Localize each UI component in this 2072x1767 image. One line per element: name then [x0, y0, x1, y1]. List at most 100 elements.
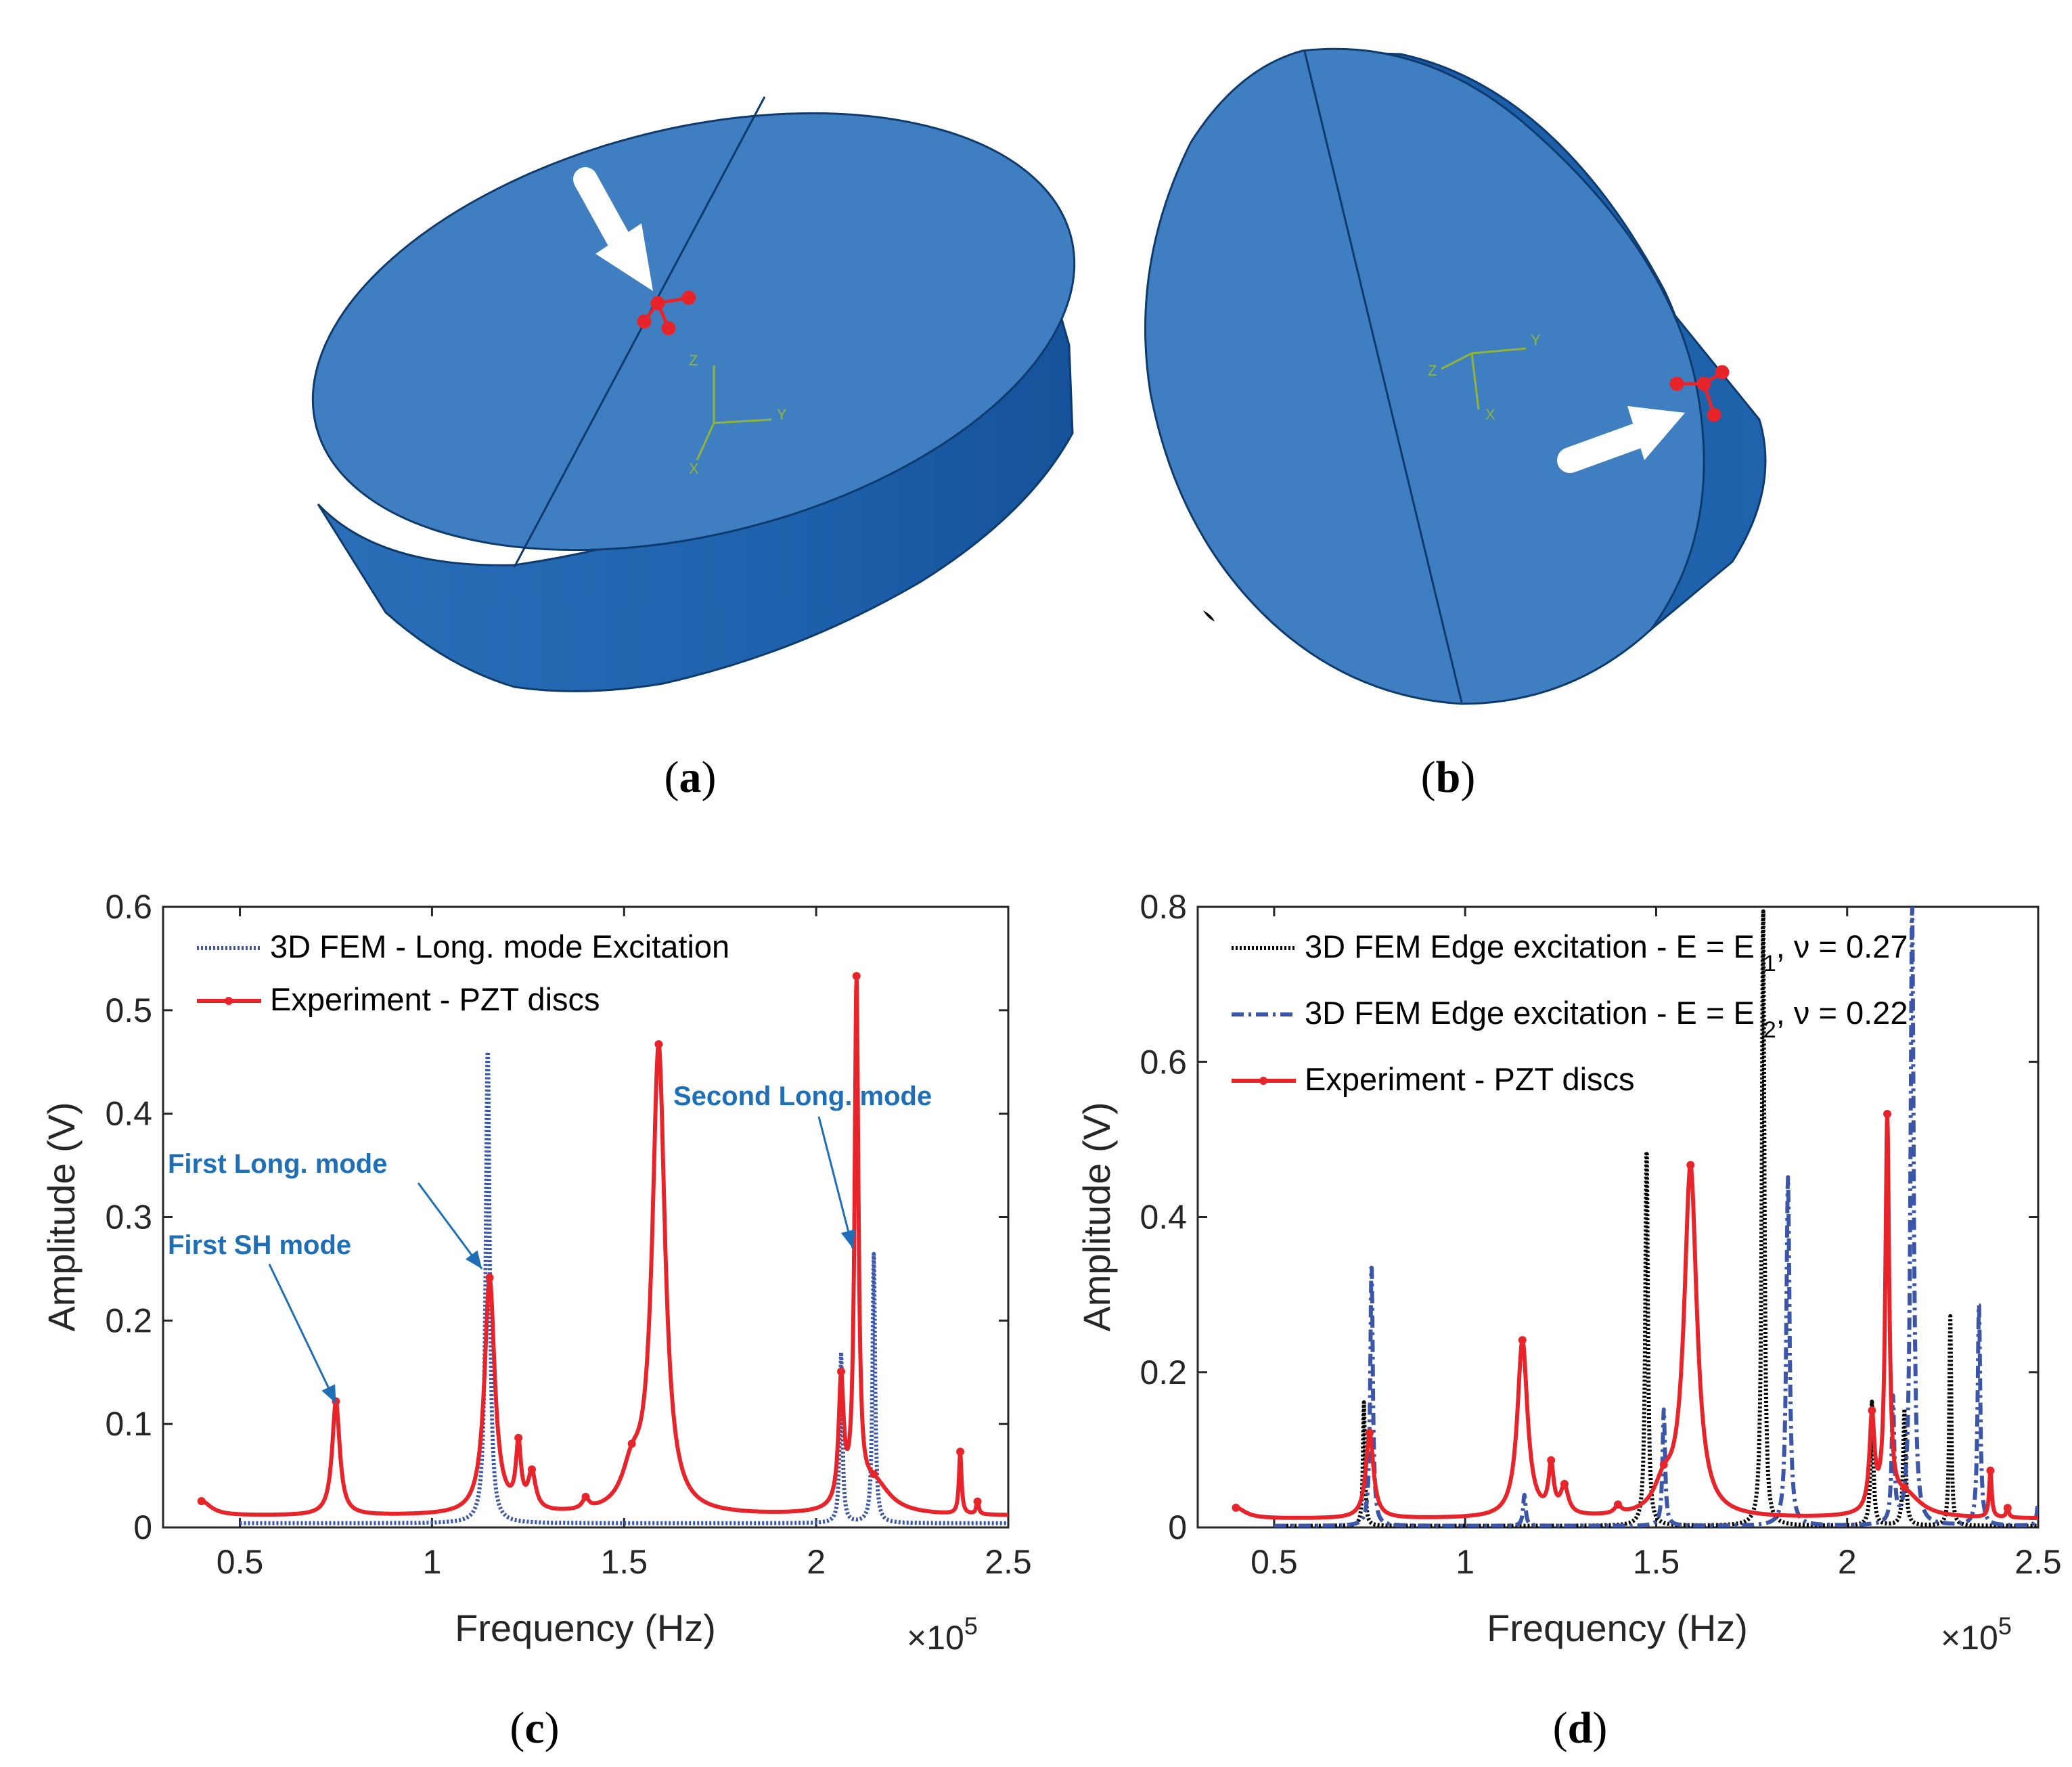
chart-d-legend-post-0: , ν = 0.27 [1776, 929, 1908, 964]
chart-d-xtick-label: 0.5 [1251, 1543, 1298, 1581]
chart-c-series-1-point [485, 1273, 494, 1282]
chart-c-ytick-label: 0.5 [105, 991, 152, 1029]
chart-d-xtick-label: 1 [1456, 1543, 1474, 1581]
chart-d-legend-post-1: , ν = 0.22 [1776, 995, 1908, 1031]
chart-d-legend-sub-1: 2 [1763, 1017, 1776, 1043]
disc-a-side [317, 202, 1074, 692]
chart-c-ytick-label: 0.3 [105, 1199, 152, 1236]
disc-b-triad-z: Z [1428, 362, 1437, 379]
chart-c-annotation-arrowhead-0 [321, 1384, 336, 1404]
chart-d-xlabel: Frequency (Hz) [1487, 1607, 1748, 1649]
chart-c-series-1-point [973, 1497, 982, 1506]
disc-b-speck [1203, 610, 1215, 621]
chart-d-legend-pre-0: 3D FEM Edge excitation - E = E [1305, 929, 1763, 964]
chart-d-ytick-label: 0.6 [1140, 1043, 1187, 1081]
chart-d-series-2-point [1232, 1503, 1240, 1512]
chart-c-annotation-arrowhead-2 [840, 1229, 856, 1249]
chart-d-legend-pre-2: Experiment - PZT discs [1305, 1061, 1635, 1097]
caption-d-letter: d [1568, 1703, 1593, 1753]
chart-c-series-1-point [956, 1448, 965, 1456]
chart-c-ytick-label: 0.4 [105, 1095, 152, 1133]
chart-c-series-1-point [852, 972, 861, 981]
disc-b-model: Y Z X [1144, 47, 1767, 705]
chart-d-series [1232, 907, 2038, 1527]
chart-c-annotations: First SH mode First Long. mode Second Long… [168, 1081, 932, 1404]
chart-c-legend: 3D FEM - Long. mode Excitation Experiment… [197, 929, 729, 1017]
chart-c-ytick-label: 0.1 [105, 1405, 152, 1443]
chart-d-series-2-point [1518, 1336, 1527, 1345]
chart-d-legend-label-0: 3D FEM Edge excitation - E = E 1, ν = 0.… [1305, 929, 1908, 977]
chart-d-xtick-label: 2.5 [2014, 1543, 2062, 1581]
chart-c-ytick-label: 0.2 [105, 1301, 152, 1339]
chart-c-multiplier-exp: 5 [964, 1612, 978, 1640]
disc-a-arrow [573, 167, 653, 291]
svg-text:(a): (a) [665, 753, 717, 802]
caption-a-letter: a [679, 753, 702, 802]
caption-b: (b) [1421, 753, 1476, 802]
chart-d-series-2-point [2003, 1504, 2012, 1513]
chart-c-ticks: 0.5 1 1.5 2 2.5 0 0.1 0.2 0.3 0.4 0.5 0.6 [105, 888, 1031, 1581]
caption-c: (c) [510, 1703, 559, 1753]
chart-d-xtick-label: 2 [1838, 1543, 1857, 1581]
chart-d-legend-pre-1: 3D FEM Edge excitation - E = E [1305, 995, 1763, 1031]
chart-c-series-1-point [528, 1465, 537, 1474]
disc-a-model: Z Y X [311, 96, 1076, 692]
chart-d-multiplier-exp: 5 [1998, 1612, 2012, 1640]
chart-c-series-1-point [870, 1470, 878, 1479]
disc-a-triad-z: Z [689, 352, 698, 369]
chart-c-series-1-point [654, 1039, 663, 1048]
disc-b-seam [1303, 51, 1463, 703]
chart-d-series-2-point [1547, 1456, 1556, 1464]
chart-c-xlabel: Frequency (Hz) [455, 1607, 716, 1649]
chart-c-ytick-label: 0.6 [105, 888, 152, 926]
chart-c-series-1-point [581, 1492, 590, 1501]
chart-c-legend-label-1: Experiment - PZT discs [270, 981, 600, 1017]
disc-b-triad-x: X [1485, 406, 1495, 423]
chart-d-series-2-point [1560, 1479, 1569, 1488]
chart-d-legend-marker-2 [1259, 1077, 1267, 1085]
chart-c-series-1-point [197, 1497, 206, 1506]
chart-c-annotation-1: First Long. mode [168, 1149, 387, 1179]
chart-d-series-0-line [1272, 909, 2038, 1527]
caption-a: (a) [665, 753, 717, 802]
chart-d-series-2-point [1986, 1467, 1995, 1475]
chart-c-plot-area [162, 905, 1010, 1529]
chart-d-ticks: 0.5 1 1.5 2 2.5 0 0.2 0.4 0.6 0.8 [1140, 888, 2061, 1581]
chart-d-legend-label-2: Experiment - PZT discs [1305, 1061, 1635, 1097]
disc-a-axis-triad [696, 365, 772, 461]
chart-d-series-2-point [1659, 1460, 1668, 1469]
chart-c: 0.5 1 1.5 2 2.5 0 0.1 0.2 0.3 0.4 0.5 0.6 First SH … [40, 888, 1032, 1657]
chart-c-legend-label-0: 3D FEM - Long. mode Excitation [270, 929, 729, 964]
chart-d-series-1-line [1272, 907, 2038, 1527]
chart-d-series-2-point [1868, 1406, 1876, 1415]
svg-text:(c): (c) [510, 1703, 559, 1753]
caption-d: (d) [1553, 1703, 1608, 1753]
chart-c-annotation-arrow-1 [417, 1182, 483, 1270]
chart-c-multiplier-base: ×10 [907, 1619, 964, 1657]
disc-b-triad-y: Y [1531, 332, 1541, 349]
disc-b-top [1144, 47, 1705, 705]
chart-c-annotation-2: Second Long. mode [673, 1081, 932, 1111]
chart-d-xtick-label: 1.5 [1633, 1543, 1680, 1581]
chart-d-legend: 3D FEM Edge excitation - E = E 1, ν = 0.… [1232, 929, 1908, 1097]
chart-c-multiplier: ×105 [907, 1612, 978, 1657]
chart-c-series-1-point [514, 1433, 523, 1442]
chart-d-multiplier: ×105 [1941, 1612, 2012, 1657]
disc-b-axis-triad [1441, 347, 1527, 410]
chart-d-ytick-label: 0.2 [1140, 1354, 1187, 1391]
disc-a-sensor-marker [637, 290, 696, 336]
chart-c-legend-marker-1 [225, 997, 233, 1005]
chart-d: 0.5 1 1.5 2 2.5 0 0.2 0.4 0.6 0.8 3D FEM Edge exc… [1075, 888, 2062, 1657]
svg-text:(b): (b) [1421, 753, 1476, 802]
chart-c-series-0-line [238, 1050, 1008, 1525]
chart-d-series-2-point [1686, 1161, 1695, 1169]
chart-d-series-2-point [1900, 1483, 1909, 1492]
chart-d-ytick-label: 0.4 [1140, 1199, 1187, 1236]
caption-b-letter: b [1436, 753, 1461, 802]
caption-c-letter: c [524, 1703, 544, 1753]
chart-c-annotation-arrow-2 [817, 1116, 854, 1249]
chart-c-xtick-label: 1.5 [601, 1543, 648, 1581]
chart-c-xtick-label: 1 [423, 1543, 442, 1581]
chart-d-series-2-point [1883, 1109, 1892, 1118]
